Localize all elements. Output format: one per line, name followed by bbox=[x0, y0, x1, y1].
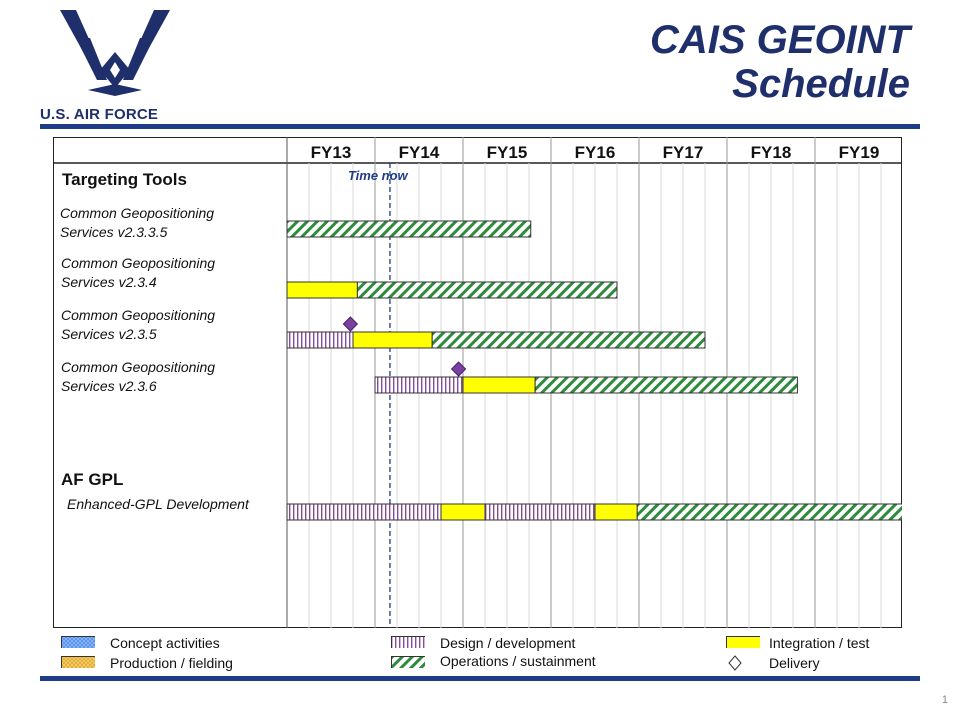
fiscal-year-label: FY15 bbox=[487, 143, 528, 162]
legend-label-production: Production / fielding bbox=[110, 655, 233, 671]
row-label-line-2: Services v2.3.5 bbox=[61, 326, 157, 342]
bar-integration bbox=[462, 376, 536, 394]
bar-operations bbox=[286, 220, 532, 238]
bar-design bbox=[286, 331, 354, 349]
section-title: Targeting Tools bbox=[62, 170, 187, 189]
row-label-line-2: Services v2.3.6 bbox=[61, 378, 157, 394]
row-label-line-1: Common Geopositioning bbox=[61, 307, 215, 323]
legend-label-concept: Concept activities bbox=[110, 635, 220, 651]
fiscal-year-label: FY16 bbox=[575, 143, 616, 162]
legend-label-design: Design / development bbox=[440, 635, 576, 651]
air-force-logo bbox=[40, 8, 190, 126]
title-line-1: CAIS GEOINT bbox=[649, 18, 910, 62]
legend-label-delivery: Delivery bbox=[769, 655, 820, 671]
fiscal-year-label: FY13 bbox=[311, 143, 352, 162]
delivery-marker bbox=[450, 361, 467, 377]
time-now-label: Time now bbox=[348, 168, 409, 183]
footer-rule bbox=[40, 676, 920, 681]
header-rule bbox=[40, 124, 920, 129]
page-number: 1 bbox=[941, 694, 948, 706]
row-label-line-1: Common Geopositioning bbox=[61, 255, 215, 271]
delivery-marker bbox=[342, 316, 359, 332]
row-label-line-1: Common Geopositioning bbox=[60, 205, 214, 221]
legend-label-operations: Operations / sustainment bbox=[440, 653, 596, 669]
bar-design bbox=[374, 376, 464, 394]
legend-swatch-integration bbox=[726, 636, 760, 648]
legend-swatch-concept bbox=[61, 636, 95, 648]
row-label-line-2: Services v2.3.4 bbox=[61, 274, 157, 290]
bar-operations bbox=[356, 281, 618, 299]
bar-integration bbox=[440, 503, 486, 521]
fiscal-year-label: FY19 bbox=[839, 143, 880, 162]
section-title: AF GPL bbox=[61, 470, 123, 489]
bar-integration bbox=[352, 331, 433, 349]
delivery-diamond-icon bbox=[728, 655, 742, 671]
bar-operations bbox=[636, 503, 904, 521]
legend-swatch-production bbox=[61, 656, 95, 668]
bar-operations bbox=[534, 376, 798, 394]
page-title: CAIS GEOINT Schedule bbox=[650, 18, 910, 106]
bar-integration bbox=[286, 281, 358, 299]
schedule-chart-svg: FY13 FY14 FY15 FY16 FY17 FY18 FY19 Time now Tar… bbox=[52, 136, 904, 629]
bar-integration bbox=[594, 503, 638, 521]
legend-swatch-design bbox=[391, 636, 425, 648]
legend-swatch-operations bbox=[391, 656, 425, 668]
row-label: Enhanced-GPL Development bbox=[67, 496, 250, 512]
fiscal-year-label: FY14 bbox=[399, 143, 440, 162]
air-force-wings-icon bbox=[60, 10, 170, 96]
title-line-2: Schedule bbox=[732, 62, 910, 106]
schedule-chart: FY13 FY14 FY15 FY16 FY17 FY18 FY19 Time now Tar… bbox=[52, 136, 904, 633]
bar-operations bbox=[431, 331, 706, 349]
row-label-line-1: Common Geopositioning bbox=[61, 359, 215, 375]
bar-design bbox=[484, 503, 596, 521]
legend-label-integration: Integration / test bbox=[769, 635, 870, 651]
row-label-line-2: Services v2.3.3.5 bbox=[60, 224, 168, 240]
fiscal-year-label: FY18 bbox=[751, 143, 792, 162]
air-force-wordmark: U.S. AIR FORCE bbox=[40, 106, 159, 123]
fiscal-year-label: FY17 bbox=[663, 143, 704, 162]
bar-design bbox=[286, 503, 442, 521]
